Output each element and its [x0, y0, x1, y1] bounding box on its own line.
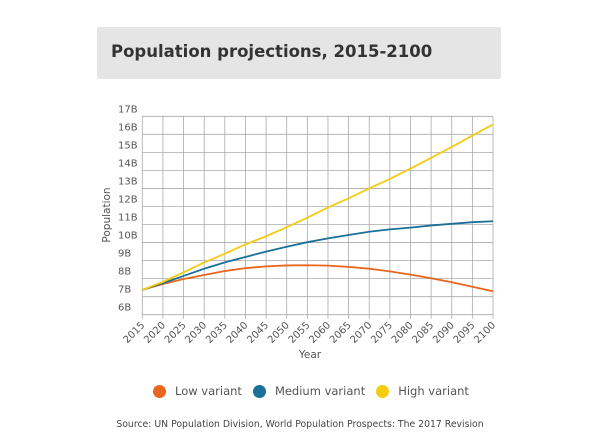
x-tick-label: 2070 [349, 320, 375, 346]
y-tick-label: 6B [118, 303, 131, 314]
series-line-high [141, 123, 494, 291]
legend: Low variant Medium variant High variant [153, 384, 480, 398]
y-tick-label: 12B [118, 194, 138, 205]
legend-label-high: High variant [398, 384, 469, 398]
title-box: Population projections, 2015-2100 [97, 27, 501, 79]
y-tick-label: 17B [118, 104, 138, 115]
x-tick-label: 2040 [225, 320, 251, 346]
x-tick-label: 2090 [431, 320, 457, 346]
y-tick-label: 11B [118, 213, 138, 224]
x-tick-label: 2100 [472, 320, 498, 346]
x-tick-label: 2035 [204, 320, 230, 346]
x-tick-label: 2020 [142, 320, 168, 346]
x-tick-label: 2025 [163, 320, 189, 346]
x-tick-label: 2085 [410, 320, 436, 346]
x-axis-label: Year [298, 349, 322, 361]
y-tick-label: 14B [118, 158, 138, 169]
series-line-medium [142, 220, 494, 291]
x-tick-label: 2065 [328, 320, 354, 346]
x-tick-label: 2050 [266, 320, 292, 346]
x-tick-label: 2080 [390, 320, 416, 346]
legend-dot-medium [252, 384, 266, 398]
x-tick-label: 2045 [245, 320, 271, 346]
y-tick-label: 10B [118, 231, 138, 242]
series-line-low [142, 264, 494, 293]
legend-item-medium[interactable]: Medium variant [252, 384, 366, 398]
legend-label-medium: Medium variant [274, 384, 366, 398]
y-tick-label: 8B [118, 267, 131, 278]
x-tick-label: 2060 [307, 320, 333, 346]
x-tick-label: 2075 [369, 320, 395, 346]
y-tick-label: 9B [118, 249, 131, 260]
y-tick-label: 13B [118, 176, 138, 187]
x-tick-label: 2095 [452, 320, 478, 346]
x-tick-label: 2055 [287, 320, 313, 346]
chart-title: Population projections, 2015-2100 [111, 42, 433, 61]
x-tick-label: 2030 [184, 320, 210, 346]
legend-label-low: Low variant [175, 384, 242, 398]
y-axis-label: Population [101, 187, 113, 242]
legend-item-low[interactable]: Low variant [153, 384, 242, 398]
x-tick-label: 2015 [122, 320, 148, 346]
legend-dot-high [376, 384, 390, 398]
y-tick-label: 16B [118, 122, 138, 133]
legend-dot-low [153, 384, 166, 398]
y-tick-label: 15B [118, 140, 138, 151]
y-tick-label: 7B [118, 285, 131, 296]
legend-item-high[interactable]: High variant [376, 384, 469, 398]
source-note: Source: UN Population Division, World Po… [116, 419, 484, 430]
